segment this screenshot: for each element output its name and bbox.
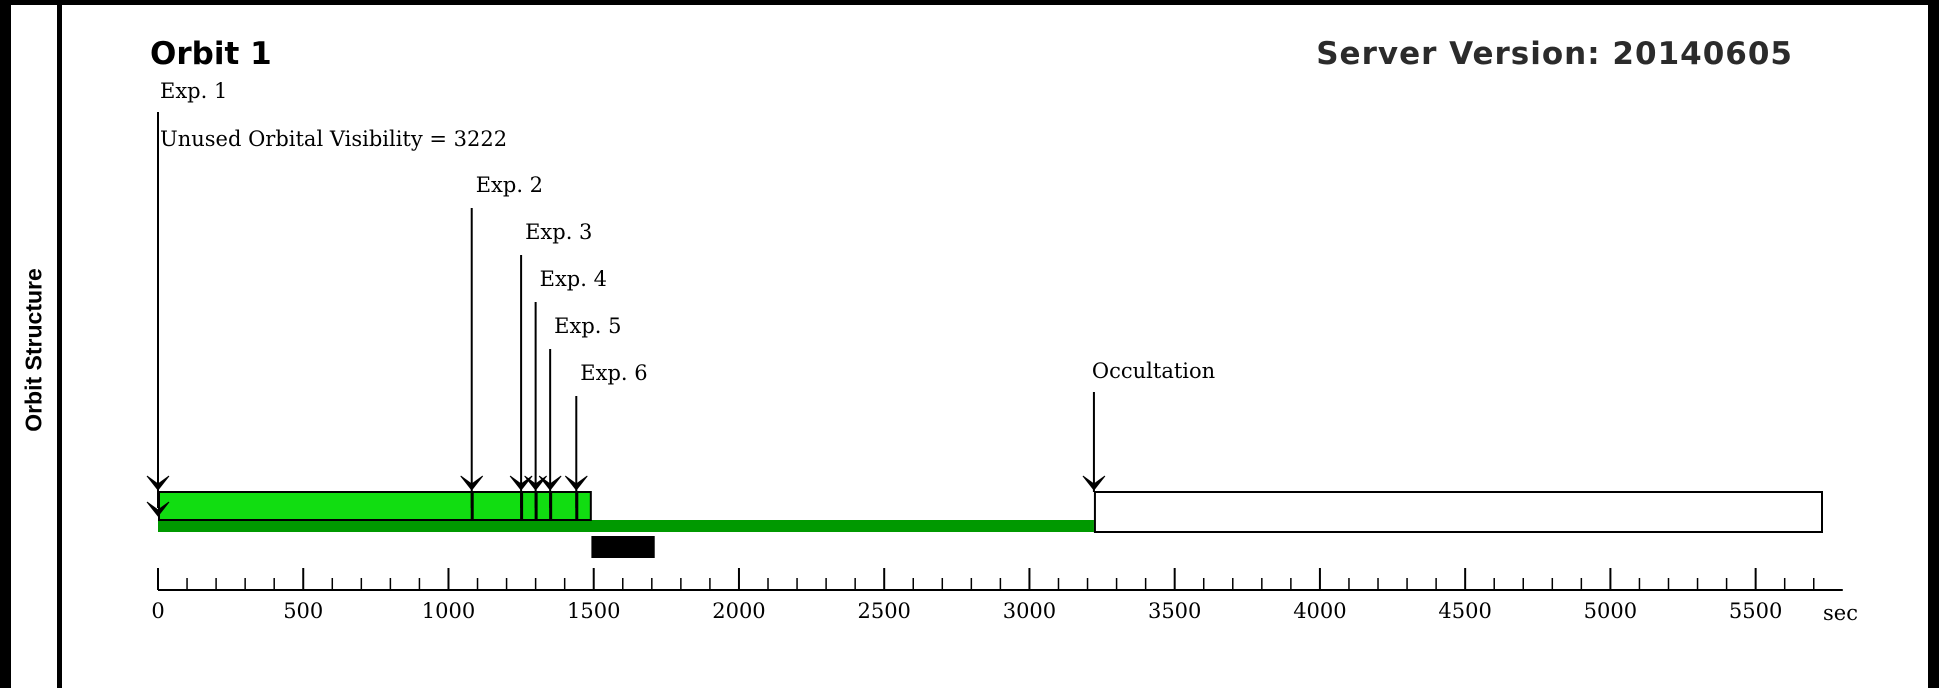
exposure-bar-4	[535, 491, 552, 521]
exposure-bar-3	[521, 491, 537, 521]
exposure-label-2: Exp. 2	[476, 173, 543, 197]
tick-label-1500: 1500	[567, 599, 620, 623]
tick-label-4000: 4000	[1293, 599, 1346, 623]
exposure-label-5: Exp. 5	[554, 314, 621, 338]
tick-label-500: 500	[283, 599, 323, 623]
exposure-label-4: Exp. 4	[540, 267, 607, 291]
tick-label-5500: 5500	[1729, 599, 1782, 623]
exposure-arrow-1	[146, 475, 170, 491]
exposure-arrow-5	[538, 475, 562, 491]
occultation-label: Occultation	[1092, 359, 1215, 383]
unused-visibility-label: Unused Orbital Visibility = 3222	[160, 127, 507, 151]
black-bar	[591, 536, 655, 558]
tick-label-5000: 5000	[1584, 599, 1637, 623]
tick-label-2500: 2500	[857, 599, 910, 623]
exposure-label-3: Exp. 3	[525, 220, 592, 244]
axis-unit-label: sec	[1823, 601, 1858, 625]
occultation-bar	[1093, 491, 1824, 533]
exposure-bar-2	[471, 491, 523, 521]
exposure-arrow-4	[524, 475, 548, 491]
side-panel: Orbit Structure	[11, 5, 62, 688]
exposure-arrow-3	[509, 475, 533, 491]
tick-label-0: 0	[151, 599, 164, 623]
tick-label-1000: 1000	[422, 599, 475, 623]
tick-label-3500: 3500	[1148, 599, 1201, 623]
exposure-bar-5	[550, 491, 578, 521]
orbit-title: Orbit 1	[150, 36, 272, 72]
occultation-arrow	[1082, 475, 1106, 491]
exposure-arrow-2	[460, 475, 484, 491]
tick-label-2000: 2000	[712, 599, 765, 623]
exposure-label-1: Exp. 1	[160, 79, 227, 103]
server-version: Server Version: 20140605	[1316, 36, 1793, 72]
visibility-line	[158, 520, 1094, 532]
exposure-bar-6	[576, 491, 592, 521]
exposure-label-6: Exp. 6	[580, 361, 647, 385]
tick-label-4500: 4500	[1438, 599, 1491, 623]
exposure-arrow-6	[564, 475, 588, 491]
exposure-arrow-1-lower	[146, 501, 170, 517]
tick-label-3000: 3000	[1003, 599, 1056, 623]
exposure-bar-1	[158, 491, 473, 521]
